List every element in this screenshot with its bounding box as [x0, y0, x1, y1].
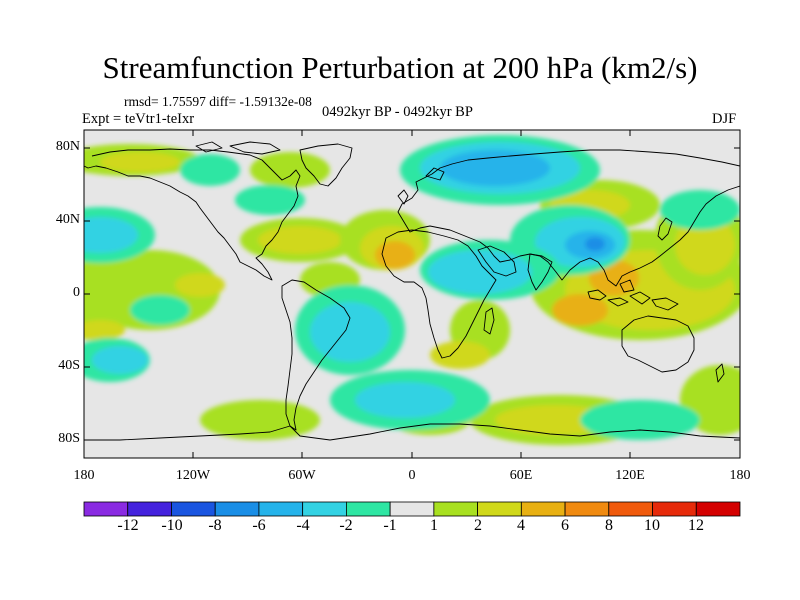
coast-madagascar [483, 307, 495, 335]
lon-label-180w: 180 [73, 468, 95, 483]
contour-region-pos_3-15 [552, 294, 608, 326]
contour-region-neg_2-30 [92, 346, 148, 374]
coast-north-america [84, 148, 301, 281]
period-label: 0492kyr BP - 0492kyr BP [322, 104, 473, 120]
lon-label-60w: 60W [288, 468, 316, 483]
colorbar-label-neg8: -8 [208, 517, 222, 534]
contour-region-neg_1-48 [660, 190, 740, 230]
colorbar-label-2: 2 [474, 517, 482, 534]
contour-region-neg_1-50 [235, 185, 305, 215]
contour-region-pos_2-8 [258, 226, 342, 254]
coast-africa [381, 229, 497, 359]
stats-line: rmsd= 1.75597 diff= -1.59132e-08 [124, 94, 312, 109]
contour-region-pos_2-1 [100, 152, 180, 172]
colorbar-label-8: 8 [605, 517, 613, 534]
contour-region-neg_1-49 [580, 400, 700, 440]
contour-region-pos_1-26 [200, 400, 320, 440]
colorbar [83, 501, 741, 517]
experiment-label: Expt = teVtr1-teIxr [82, 111, 195, 127]
contour-region-neg_2-45 [310, 302, 390, 362]
colorbar-label-4: 4 [517, 517, 525, 534]
colorbar-label-neg12: -12 [117, 517, 139, 534]
colorbar-box-14 [695, 501, 741, 517]
lon-label-60e: 60E [509, 468, 533, 483]
coast-japan [657, 217, 673, 241]
coast-eurasia [397, 149, 740, 287]
colorbar-box-10 [520, 501, 566, 517]
colorbar-box-3 [214, 501, 260, 517]
coast-australia [621, 315, 695, 373]
colorbar-label-1: 1 [430, 517, 438, 534]
lon-label-180e: 180 [729, 468, 751, 483]
colorbar-label-neg6: -6 [252, 517, 266, 534]
colorbar-label-neg4: -4 [296, 517, 310, 534]
colorbar-box-11 [564, 501, 610, 517]
coast-antarctica [84, 423, 740, 441]
coast-greenland [299, 143, 353, 187]
contour-region-neg_1-34 [130, 295, 190, 325]
colorbar-box-0 [83, 501, 129, 517]
coastlines [84, 141, 740, 441]
lon-label-120e: 120E [615, 468, 645, 483]
contour-region-pos_2-6 [84, 320, 125, 340]
contour-region-pos_3-11 [375, 241, 415, 269]
coast-south-america [281, 279, 351, 431]
contour-region-pos_1-2 [250, 152, 330, 188]
colorbar-label-12: 12 [688, 517, 704, 534]
coast-arabia [477, 245, 517, 277]
season-label: DJF [712, 111, 737, 127]
colorbar-label-neg2: -2 [339, 517, 353, 534]
coast-british-isles [397, 167, 445, 205]
colorbar-box-8 [433, 501, 479, 517]
contour-region-neg_2-33 [84, 217, 138, 253]
plot-title: Streamfunction Perturbation at 200 hPa (… [102, 50, 698, 85]
contour-region-neg_2-47 [355, 382, 455, 418]
coast-india [527, 253, 553, 291]
lat-label-0: 0 [73, 285, 80, 300]
colorbar-label-10: 10 [644, 517, 660, 534]
contour-region-pos_2-18 [675, 215, 735, 275]
colorbar-box-5 [302, 501, 347, 517]
colorbar-box-1 [127, 501, 172, 517]
colorbar-box-12 [608, 501, 653, 517]
colorbar-box-9 [477, 501, 522, 517]
colorbar-box-6 [345, 501, 391, 517]
contour-region-pos_2-5 [175, 273, 225, 297]
contour-region-neg_1-31 [180, 154, 240, 186]
colorbar-label-neg10: -10 [161, 517, 183, 534]
colorbar-label-neg1: -1 [383, 517, 397, 534]
contour-region-pos_2-20 [430, 341, 490, 369]
colorbar-box-7 [389, 501, 435, 517]
axis-ticks [83, 130, 741, 458]
lon-label-120w: 120W [175, 468, 211, 483]
colorbar-box-4 [258, 501, 304, 517]
colorbar-label-6: 6 [561, 517, 569, 534]
lat-label-40n: 40N [55, 212, 80, 227]
colorbar-box-2 [171, 501, 216, 517]
lat-label-40s: 40S [58, 358, 80, 373]
coast-arctic-islands [195, 141, 281, 155]
contour-region-neg_3-37 [440, 150, 550, 186]
coast-indonesia [587, 279, 679, 311]
contour-region-pos_1-4 [84, 260, 120, 340]
lat-label-80n: 80N [55, 139, 80, 154]
contour-region-neg_4-41 [585, 237, 605, 251]
lat-label-80s: 80S [58, 431, 80, 446]
coast-new-zealand [715, 363, 725, 383]
colorbar-box-13 [652, 501, 697, 517]
lon-label-0: 0 [408, 468, 416, 483]
